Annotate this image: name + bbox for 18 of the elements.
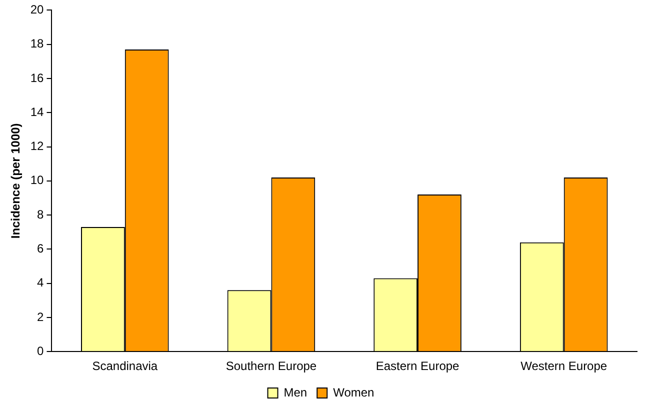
x-tick-label: Western Europe <box>520 359 608 374</box>
y-tick-label: 12 <box>30 139 44 154</box>
legend-label: Men <box>284 385 308 400</box>
y-tick-label: 16 <box>30 70 44 85</box>
x-tick-label: Eastern Europe <box>376 359 460 374</box>
y-tick-label: 2 <box>37 310 44 324</box>
y-tick-label: 10 <box>30 173 44 188</box>
x-tick-label: Southern Europe <box>226 359 317 374</box>
y-tick-label: 0 <box>37 344 44 358</box>
y-tick-label: 4 <box>37 276 44 290</box>
y-tick-label: 8 <box>37 207 44 222</box>
legend-label: Women <box>333 385 374 400</box>
x-tick-label: Scandinavia <box>92 359 158 374</box>
y-tick-label: 20 <box>30 2 44 17</box>
y-tick-label: 6 <box>37 241 44 256</box>
y-tick-label: 18 <box>30 36 44 51</box>
y-tick-label: 14 <box>30 104 44 119</box>
y-axis-title: Incidence (per 1000) <box>8 123 23 239</box>
